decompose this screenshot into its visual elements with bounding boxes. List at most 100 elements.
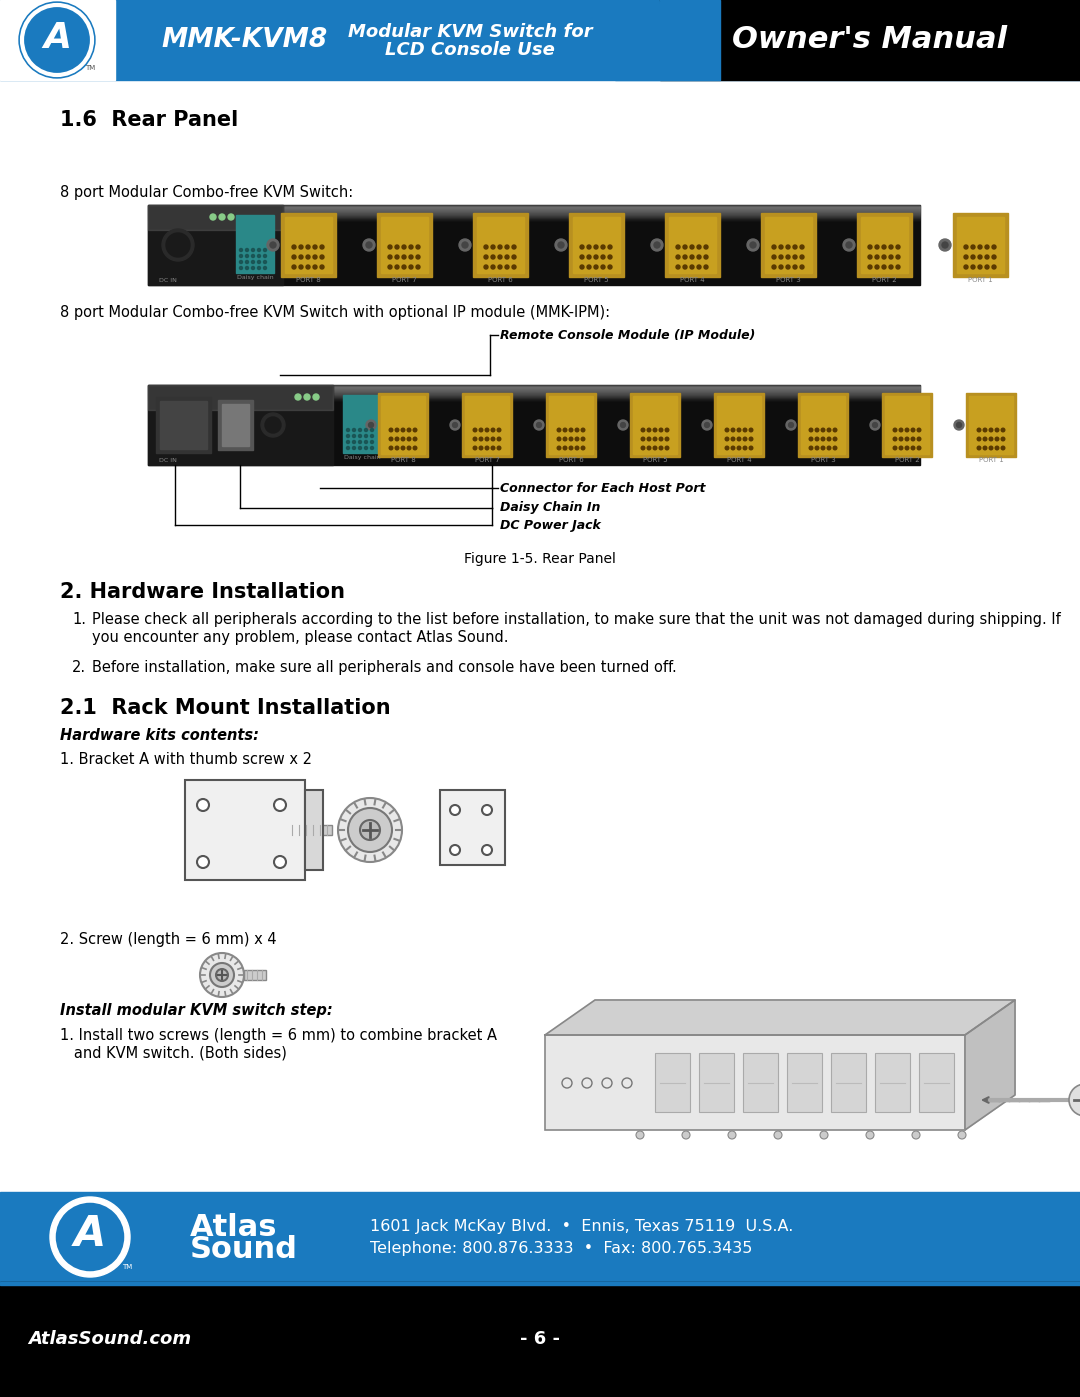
- Text: Specifications are subject to change without notice.: Specifications are subject to change wit…: [378, 1369, 702, 1382]
- Circle shape: [868, 244, 872, 249]
- Circle shape: [569, 437, 572, 441]
- Circle shape: [252, 267, 255, 270]
- Circle shape: [665, 446, 669, 450]
- Text: A: A: [73, 1213, 106, 1255]
- Bar: [148, 388, 920, 391]
- Circle shape: [772, 244, 777, 249]
- Circle shape: [365, 429, 367, 432]
- Circle shape: [704, 422, 710, 427]
- Circle shape: [779, 244, 783, 249]
- Text: Daisy chain: Daisy chain: [343, 455, 380, 460]
- Circle shape: [581, 446, 584, 450]
- Circle shape: [366, 420, 376, 430]
- Bar: [148, 211, 920, 212]
- Circle shape: [889, 265, 893, 270]
- Circle shape: [647, 429, 651, 432]
- Circle shape: [779, 265, 783, 270]
- Circle shape: [270, 242, 276, 249]
- Circle shape: [971, 244, 975, 249]
- Circle shape: [482, 845, 492, 855]
- Circle shape: [228, 214, 234, 219]
- Bar: [633, 395, 677, 454]
- Text: PORT 4: PORT 4: [727, 457, 752, 462]
- Bar: [148, 400, 920, 401]
- Circle shape: [683, 256, 687, 258]
- Circle shape: [245, 260, 248, 264]
- Circle shape: [245, 254, 248, 257]
- Bar: [148, 397, 920, 400]
- Text: PORT 8: PORT 8: [296, 277, 321, 284]
- Polygon shape: [966, 1000, 1015, 1130]
- Bar: [148, 205, 283, 285]
- Circle shape: [581, 429, 584, 432]
- Bar: [244, 970, 266, 981]
- Circle shape: [370, 440, 374, 443]
- Circle shape: [348, 807, 392, 852]
- Text: PORT 8: PORT 8: [391, 457, 416, 462]
- Circle shape: [352, 429, 355, 432]
- Circle shape: [414, 437, 417, 441]
- Circle shape: [964, 244, 968, 249]
- Text: PORT 6: PORT 6: [558, 457, 583, 462]
- Circle shape: [704, 244, 708, 249]
- Text: PORT 7: PORT 7: [474, 457, 499, 462]
- Circle shape: [491, 446, 495, 450]
- Circle shape: [653, 429, 657, 432]
- Circle shape: [896, 256, 900, 258]
- Text: 8 port Modular Combo-free KVM Switch:: 8 port Modular Combo-free KVM Switch:: [60, 184, 353, 200]
- Text: 1. Install two screws (length = 6 mm) to combine bracket A: 1. Install two screws (length = 6 mm) to…: [60, 1028, 497, 1044]
- Text: PORT 1: PORT 1: [978, 457, 1003, 462]
- Circle shape: [833, 429, 837, 432]
- Circle shape: [480, 429, 483, 432]
- Circle shape: [788, 422, 794, 427]
- Bar: [148, 217, 920, 219]
- Circle shape: [821, 437, 825, 441]
- Circle shape: [359, 440, 362, 443]
- Circle shape: [197, 856, 210, 868]
- Bar: [148, 212, 920, 215]
- Circle shape: [750, 437, 753, 441]
- Bar: [875, 1053, 910, 1112]
- Circle shape: [563, 446, 567, 450]
- Bar: [377, 212, 432, 277]
- Circle shape: [866, 1132, 874, 1139]
- Bar: [861, 217, 908, 272]
- Text: TM: TM: [85, 66, 95, 71]
- Polygon shape: [545, 1000, 1015, 1035]
- Text: PORT 4: PORT 4: [679, 277, 704, 284]
- Circle shape: [365, 434, 367, 437]
- Circle shape: [320, 265, 324, 270]
- Bar: [148, 395, 920, 397]
- Circle shape: [989, 429, 993, 432]
- Text: 1. Bracket A with thumb screw x 2: 1. Bracket A with thumb screw x 2: [60, 752, 312, 767]
- Bar: [148, 219, 920, 221]
- Circle shape: [491, 265, 495, 270]
- Circle shape: [917, 446, 921, 450]
- Circle shape: [19, 1, 95, 78]
- Circle shape: [774, 1132, 782, 1139]
- Circle shape: [697, 256, 701, 258]
- Circle shape: [197, 799, 210, 812]
- Bar: [953, 212, 1008, 277]
- Circle shape: [264, 249, 267, 251]
- Circle shape: [985, 244, 989, 249]
- Circle shape: [738, 437, 741, 441]
- Bar: [549, 395, 593, 454]
- Bar: [545, 1035, 966, 1130]
- Circle shape: [618, 420, 627, 430]
- Text: PORT 2: PORT 2: [872, 277, 896, 284]
- Bar: [281, 212, 336, 277]
- Circle shape: [725, 429, 729, 432]
- Bar: [465, 395, 509, 454]
- Circle shape: [983, 437, 987, 441]
- Text: PORT 3: PORT 3: [811, 457, 835, 462]
- Circle shape: [219, 214, 225, 219]
- Circle shape: [505, 244, 509, 249]
- Circle shape: [388, 265, 392, 270]
- Circle shape: [365, 447, 367, 450]
- Bar: [148, 205, 920, 207]
- Bar: [148, 207, 920, 210]
- Circle shape: [697, 265, 701, 270]
- Bar: [148, 386, 920, 387]
- Bar: [699, 1053, 734, 1112]
